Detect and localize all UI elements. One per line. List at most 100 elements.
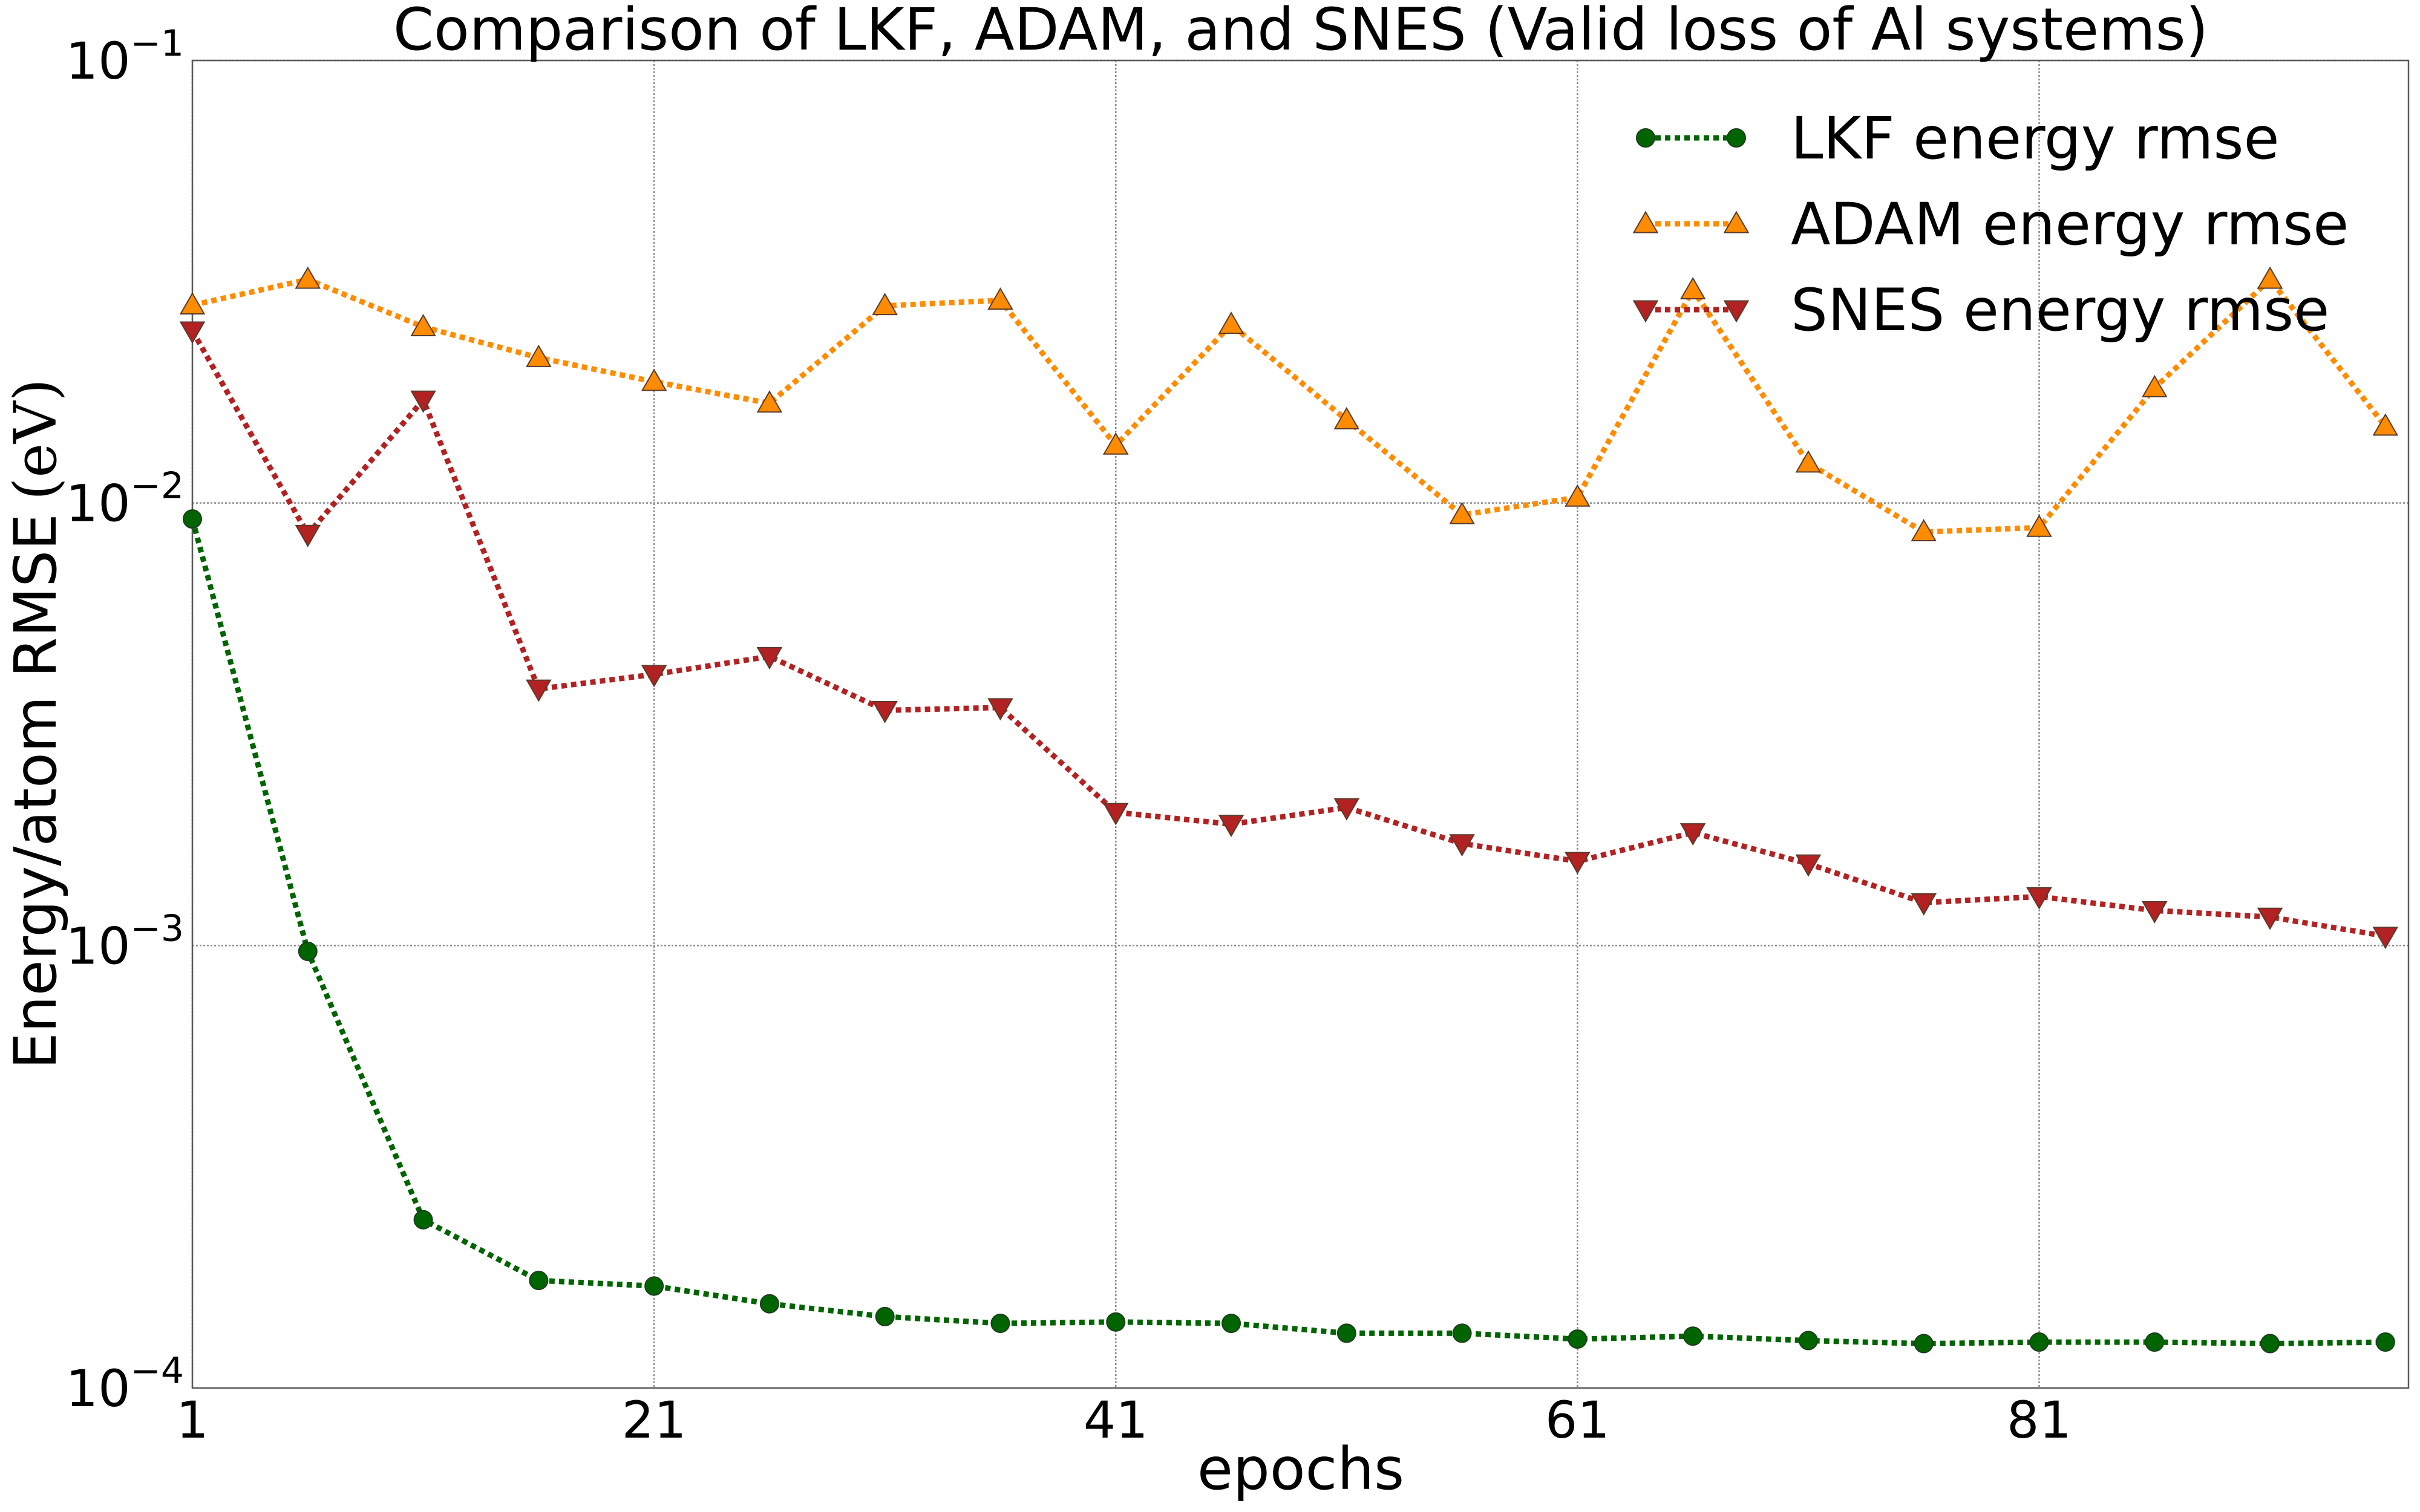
- data-point: [990, 1314, 1010, 1334]
- legend: LKF energy rmse ADAM energy rmse SNES ener…: [1632, 105, 2349, 344]
- data-point: [872, 293, 898, 316]
- data-point: [1333, 406, 1360, 429]
- legend-item: ADAM energy rmse: [1632, 191, 2349, 258]
- data-point: [1565, 484, 1591, 507]
- series-line: [189, 518, 2386, 1347]
- data-point: [2372, 413, 2399, 436]
- data-point: [2142, 374, 2168, 397]
- data-point: [1683, 1326, 1703, 1346]
- data-point: [1449, 834, 1475, 857]
- data-point: [2375, 1332, 2395, 1352]
- data-point: [295, 266, 321, 289]
- y-axis-label: Energy/atom RMSE (eV): [2, 379, 70, 1069]
- data-point: [410, 390, 436, 413]
- legend-marker: [1632, 300, 1659, 323]
- x-tick-label: 1: [176, 1390, 208, 1450]
- data-point: [756, 390, 783, 413]
- y-tick-base: 10: [66, 916, 131, 976]
- data-point: [2026, 514, 2052, 537]
- data-point: [1795, 450, 1822, 473]
- data-point: [987, 287, 1013, 310]
- data-point: [987, 698, 1013, 721]
- data-point: [2029, 1332, 2049, 1352]
- series-line: [192, 276, 2388, 535]
- data-point: [872, 701, 898, 724]
- y-tick-label: 10−4: [66, 1350, 184, 1418]
- data-point: [756, 647, 783, 670]
- x-tick-label: 21: [622, 1390, 687, 1450]
- x-tick-label: 81: [2007, 1390, 2072, 1450]
- plot-area-frame: [191, 59, 2410, 1389]
- data-point: [298, 942, 318, 962]
- legend-marker: [1636, 128, 1655, 148]
- data-point: [1218, 311, 1244, 334]
- data-point: [526, 679, 552, 702]
- data-point: [1798, 1331, 1818, 1351]
- data-point: [2142, 901, 2168, 924]
- data-point: [2145, 1332, 2165, 1352]
- x-tick-label: 61: [1545, 1390, 1610, 1450]
- legend-marker: [1723, 210, 1750, 233]
- y-tick-exponent: −4: [131, 1350, 184, 1392]
- y-tick-label: 10−1: [66, 22, 184, 91]
- data-point: [2026, 887, 2052, 910]
- data-point: [759, 1294, 779, 1314]
- x-axis-label: epochs: [1197, 1435, 1404, 1503]
- data-point: [413, 1210, 433, 1230]
- data-point: [1333, 798, 1360, 821]
- data-point: [2372, 927, 2399, 950]
- legend-marker: [1632, 210, 1659, 233]
- data-point: [2260, 1334, 2280, 1354]
- data-point: [1218, 815, 1244, 838]
- data-point: [529, 1271, 549, 1291]
- data-point: [641, 665, 667, 688]
- data-point: [1106, 1312, 1126, 1332]
- data-point: [1449, 501, 1475, 524]
- y-axis-label-unit: (eV): [2, 379, 70, 500]
- data-point: [875, 1306, 895, 1326]
- data-point: [1679, 823, 1706, 846]
- data-point: [1565, 852, 1591, 875]
- data-point: [1911, 893, 1937, 916]
- chart-title: Comparison of LKF, ADAM, and SNES (Valid…: [393, 0, 2208, 64]
- y-tick-base: 10: [66, 31, 131, 91]
- legend-label: LKF energy rmse: [1791, 105, 2280, 172]
- data-point: [526, 344, 552, 367]
- y-tick-exponent: −3: [131, 907, 184, 950]
- data-point: [1452, 1323, 1472, 1343]
- data-point: [1102, 432, 1129, 455]
- data-point: [2257, 266, 2283, 289]
- data-point: [1102, 803, 1129, 826]
- legend-marker: [1727, 128, 1746, 148]
- legend-label: ADAM energy rmse: [1791, 191, 2349, 258]
- data-point: [644, 1276, 664, 1296]
- series-1: [183, 509, 2395, 1354]
- legend-item: SNES energy rmse: [1632, 276, 2329, 344]
- data-point: [1911, 519, 1937, 542]
- y-tick-label: 10−3: [66, 907, 184, 976]
- legend-item: LKF energy rmse: [1636, 105, 2280, 172]
- data-point: [2257, 907, 2283, 930]
- y-tick-label: 10−2: [66, 465, 184, 533]
- data-point: [1568, 1329, 1588, 1349]
- y-tick-base: 10: [66, 474, 131, 533]
- y-axis-label-text: Energy/atom RMSE: [2, 513, 70, 1069]
- data-point: [295, 524, 321, 547]
- legend-label: SNES energy rmse: [1791, 276, 2329, 344]
- y-tick-base: 10: [66, 1359, 131, 1418]
- data-point: [179, 321, 206, 344]
- data-point: [183, 509, 202, 529]
- y-tick-exponent: −1: [131, 22, 184, 65]
- legend-marker: [1723, 300, 1750, 323]
- series-3: [179, 321, 2399, 950]
- data-point: [1221, 1314, 1241, 1334]
- data-point: [410, 313, 436, 336]
- data-point: [1679, 276, 1706, 299]
- data-point: [641, 368, 667, 391]
- y-tick-exponent: −2: [131, 465, 184, 507]
- y-axis-label-group: Energy/atom RMSE (eV): [2, 379, 70, 1069]
- data-point: [1914, 1334, 1934, 1354]
